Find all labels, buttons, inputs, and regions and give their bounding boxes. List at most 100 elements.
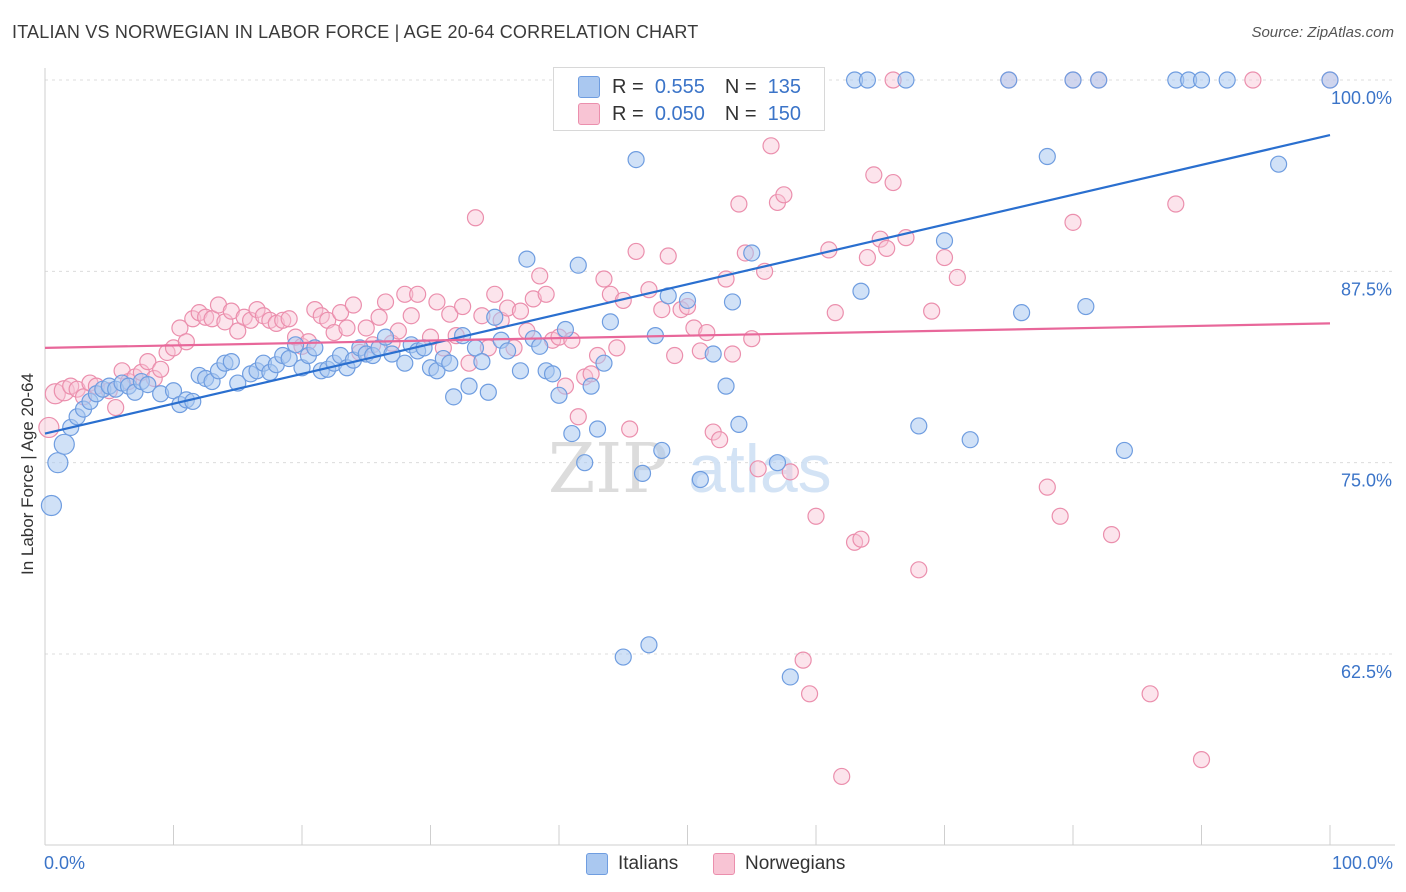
norwegians-swatch (713, 853, 735, 875)
norwegian-point (306, 301, 324, 319)
norwegian-point (935, 248, 954, 267)
norwegian-point (531, 267, 549, 285)
norwegian-point (1064, 213, 1082, 231)
norwegian-point (826, 304, 844, 322)
norwegian-point (1102, 526, 1121, 544)
italian-point (563, 424, 581, 443)
italian-point (1321, 71, 1339, 89)
italian-point (653, 441, 671, 460)
italian-point (473, 353, 491, 371)
italian-point (1000, 71, 1018, 89)
italian-point (633, 464, 652, 482)
watermark-atlas: atlas (688, 431, 832, 507)
trend-lines (44, 134, 1331, 435)
norwegian-point (331, 304, 350, 322)
r-label: R = (612, 75, 644, 98)
norwegian-point (107, 398, 125, 417)
r-label: R = (612, 102, 644, 125)
norwegian-point (338, 319, 356, 337)
norwegian-point (370, 308, 388, 326)
norwegian-point (466, 209, 485, 227)
italian-point (614, 648, 632, 666)
norwegian-point (248, 301, 266, 319)
italian-point (717, 377, 735, 395)
italian-point (723, 293, 742, 311)
italian-point (576, 454, 594, 472)
norwegian-point (711, 431, 729, 449)
y-tick-label: 100.0% (1331, 88, 1392, 108)
norwegians-trend-line (44, 322, 1331, 349)
norwegian-point (197, 308, 215, 326)
italians-trend-line (44, 134, 1331, 435)
italian-point (1038, 147, 1056, 166)
norwegian-point (184, 310, 202, 328)
norwegian-point (428, 293, 446, 311)
norwegian-point (409, 285, 427, 303)
legend-norwegians[interactable]: Norwegians (713, 851, 845, 877)
italian-point (139, 376, 157, 394)
italians-n-value: 135 (767, 75, 801, 98)
norwegian-point (177, 333, 195, 351)
italian-point (1012, 304, 1031, 322)
norwegian-point (1051, 507, 1069, 525)
norwegian-point (621, 420, 639, 438)
italian-point (582, 377, 600, 395)
norwegian-point (743, 330, 761, 348)
italian-point (935, 232, 954, 250)
italian-point (511, 362, 530, 380)
y-axis-label: In Labor Force | Age 20-64 (18, 373, 37, 575)
norwegians-swatch (578, 103, 600, 125)
italian-point (460, 377, 478, 395)
n-label: N = (724, 75, 757, 98)
italian-point (543, 365, 562, 383)
norwegian-point (524, 290, 542, 308)
norwegian-point (608, 339, 626, 357)
italian-point (704, 345, 722, 363)
x-tick-label-max: 100.0% (1332, 853, 1393, 873)
italian-point (858, 71, 877, 89)
italian-point (678, 291, 697, 310)
norwegian-point (698, 323, 716, 342)
italian-point (588, 420, 607, 438)
norwegian-point (344, 296, 362, 314)
italian-point (445, 388, 463, 406)
chart-title: ITALIAN VS NORWEGIAN IN LABOR FORCE | AG… (12, 22, 699, 42)
norwegian-point (1167, 195, 1185, 213)
norwegian-point (441, 305, 459, 323)
norwegian-point (1038, 478, 1056, 496)
norwegian-point (454, 297, 472, 316)
norwegian-point (511, 302, 530, 320)
italian-point (1064, 71, 1082, 89)
axes (44, 68, 1395, 846)
italians-swatch (586, 853, 608, 875)
italian-point (852, 282, 870, 300)
italian-point (595, 354, 613, 372)
x-tick-labels: 0.0% 100.0% (44, 853, 1393, 873)
italian-point (222, 353, 240, 371)
italian-point (961, 431, 979, 449)
y-tick-labels: 62.5% 75.0% 87.5% 100.0% (1331, 88, 1392, 682)
norwegian-point (666, 346, 684, 365)
norwegians-n-value: 150 (767, 102, 801, 125)
norwegian-point (216, 313, 234, 331)
italian-point (486, 308, 504, 326)
italian-point (730, 415, 748, 433)
norwegian-point (659, 247, 677, 265)
stats-legend: R = 0.555 N = 135 R = 0.050 N = 150 (553, 67, 825, 131)
norwegian-point (203, 310, 221, 328)
norwegian-point (781, 463, 799, 481)
italian-point (531, 337, 549, 355)
legend-italians[interactable]: Italians (586, 851, 678, 877)
norwegian-point (402, 307, 420, 325)
norwegian-point (38, 416, 60, 439)
norwegian-point (807, 507, 825, 525)
italian-point (897, 71, 915, 89)
italians-points (40, 71, 1339, 686)
norwegian-point (152, 360, 170, 378)
legend-norwegians-label: Norwegians (745, 853, 846, 874)
italian-point (1269, 155, 1288, 173)
norwegian-point (139, 353, 157, 371)
norwegian-point (357, 319, 375, 337)
italian-point (53, 433, 75, 455)
